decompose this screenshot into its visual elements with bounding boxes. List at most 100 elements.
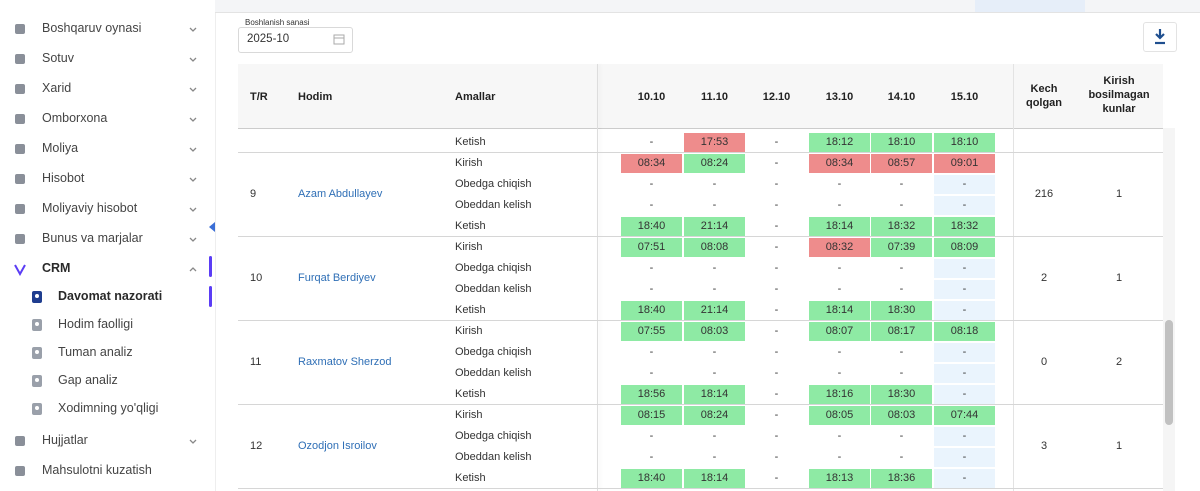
row-divider xyxy=(238,488,1163,489)
download-button[interactable] xyxy=(1143,22,1177,52)
menu-item[interactable]: Bunus va marjalar xyxy=(42,231,143,245)
time-cell: - xyxy=(774,199,779,211)
time-cell: - xyxy=(934,427,995,446)
late-count: 216 xyxy=(1034,188,1054,200)
chevron xyxy=(189,439,197,444)
time-cell: 18:30 xyxy=(871,385,932,404)
time-cell: - xyxy=(774,430,779,442)
time-cell: - xyxy=(837,199,842,211)
time-cell: - xyxy=(774,472,779,484)
time-cell: - xyxy=(899,178,904,190)
time-cell: - xyxy=(774,157,779,169)
time-cell: 09:01 xyxy=(934,154,995,173)
submenu-icon xyxy=(32,347,42,359)
menu-item[interactable]: Sotuv xyxy=(42,51,74,65)
menu-icon xyxy=(15,204,25,214)
column-header: 10.10 xyxy=(637,91,666,103)
time-cell: 08:34 xyxy=(621,154,682,173)
time-cell: - xyxy=(934,196,995,215)
menu-item[interactable]: Xarid xyxy=(42,81,72,95)
active-bar xyxy=(209,256,212,277)
submenu-item[interactable]: Tuman analiz xyxy=(58,345,133,359)
time-cell: - xyxy=(774,367,779,379)
time-cell: - xyxy=(837,451,842,463)
menu-item[interactable]: Hisobot xyxy=(42,171,85,185)
column-header: T/R xyxy=(250,91,268,103)
submenu-item[interactable]: Gap analiz xyxy=(58,373,118,387)
scrollbar[interactable] xyxy=(1163,128,1175,491)
time-cell: 18:16 xyxy=(809,385,870,404)
employee-name[interactable]: Ozodjon Isroilov xyxy=(298,440,377,452)
collapse-toggle[interactable] xyxy=(206,221,218,233)
chevron xyxy=(189,27,197,32)
menu-item[interactable]: Moliya xyxy=(42,141,79,155)
action-label: Obeddan kelish xyxy=(455,199,532,211)
row-divider xyxy=(238,404,1163,405)
menu-item[interactable]: Mahsulotni kuzatish xyxy=(42,463,152,477)
menu-icon xyxy=(15,84,25,94)
time-cell: 08:57 xyxy=(871,154,932,173)
submenu-item[interactable]: Hodim faolligi xyxy=(58,317,134,331)
date-input[interactable] xyxy=(238,27,353,53)
column-header: 12.10 xyxy=(762,91,791,103)
time-cell: 18:13 xyxy=(809,469,870,488)
menu-item[interactable]: Moliyaviy hisobot xyxy=(42,201,138,215)
chevron xyxy=(189,117,197,122)
chevron xyxy=(189,147,197,152)
table-header xyxy=(238,64,1163,129)
action-label: Obedga chiqish xyxy=(455,178,532,190)
column-header: Hodim xyxy=(298,91,333,103)
time-cell: - xyxy=(837,283,842,295)
menu-item[interactable]: Boshqaruv oynasi xyxy=(42,21,142,35)
time-cell: - xyxy=(837,346,842,358)
time-cell: - xyxy=(934,280,995,299)
action-label: Ketish xyxy=(455,220,486,232)
column-header: Kech qolgan xyxy=(1025,83,1063,109)
time-cell: - xyxy=(934,175,995,194)
submenu-item[interactable]: Xodimning yo'qligi xyxy=(58,401,159,415)
time-cell: - xyxy=(899,367,904,379)
time-cell: 08:08 xyxy=(684,238,745,257)
employee-name[interactable]: Raxmatov Sherzod xyxy=(298,356,392,368)
time-cell: - xyxy=(774,262,779,274)
employee-name[interactable]: Azam Abdullayev xyxy=(298,188,383,200)
active-tab[interactable] xyxy=(975,0,1085,12)
action-label: Ketish xyxy=(455,472,486,484)
time-cell: - xyxy=(774,346,779,358)
action-label: Obeddan kelish xyxy=(455,283,532,295)
time-cell: - xyxy=(774,451,779,463)
menu-item[interactable]: Hujjatlar xyxy=(42,433,88,447)
employee-name[interactable]: Furqat Berdiyev xyxy=(298,272,376,284)
action-label: Ketish xyxy=(455,136,486,148)
time-cell: 08:03 xyxy=(871,406,932,425)
time-cell: - xyxy=(712,367,717,379)
menu-icon xyxy=(14,264,26,276)
row-number: 10 xyxy=(250,272,263,284)
menu-icon xyxy=(15,144,25,154)
time-cell: - xyxy=(712,178,717,190)
time-cell: 08:15 xyxy=(621,406,682,425)
time-cell: 18:32 xyxy=(871,217,932,236)
missed-count: 1 xyxy=(1115,272,1123,284)
menu-item[interactable]: CRM xyxy=(42,261,71,275)
time-cell: - xyxy=(934,469,995,488)
time-cell: - xyxy=(934,259,995,278)
time-cell: 18:40 xyxy=(621,301,682,320)
time-cell: - xyxy=(649,283,654,295)
time-cell: 18:14 xyxy=(809,301,870,320)
time-cell: 18:10 xyxy=(934,133,995,152)
time-cell: 07:44 xyxy=(934,406,995,425)
action-label: Obedga chiqish xyxy=(455,430,532,442)
time-cell: - xyxy=(934,385,995,404)
row-number: 12 xyxy=(250,440,263,452)
column-header: 15.10 xyxy=(950,91,979,103)
submenu-icon xyxy=(32,403,42,415)
late-count: 0 xyxy=(1040,356,1048,368)
menu-item[interactable]: Omborxona xyxy=(42,111,108,125)
submenu-item[interactable]: Davomat nazorati xyxy=(58,289,163,303)
column-header: 11.10 xyxy=(701,91,728,103)
time-cell: - xyxy=(774,241,779,253)
action-label: Kirish xyxy=(455,325,483,337)
scroll-thumb[interactable] xyxy=(1165,320,1173,425)
time-cell: 08:18 xyxy=(934,322,995,341)
